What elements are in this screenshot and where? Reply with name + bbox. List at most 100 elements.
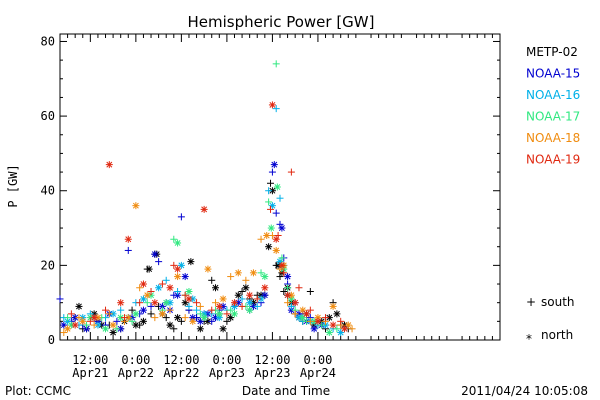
point-south-noaa-18	[291, 310, 299, 318]
point-north-noaa-19	[261, 284, 269, 292]
point-south-noaa-19	[158, 280, 166, 288]
point-south-noaa-18	[348, 325, 356, 333]
point-north-noaa-17	[162, 299, 170, 307]
point-north-noaa-16	[109, 310, 117, 318]
y-tick-label: 40	[41, 184, 55, 198]
point-north-noaa-19	[174, 265, 182, 273]
series-legend: METP-02 NOAA-15 NOAA-16 NOAA-17 NOAA-18 NOAA-…	[526, 45, 580, 167]
point-south-noaa-15	[56, 295, 64, 303]
point-north-noaa-18	[204, 265, 212, 273]
point-south-noaa-19	[337, 317, 345, 325]
point-south-noaa-17	[83, 321, 91, 329]
point-north-noaa-17	[185, 287, 193, 295]
point-north-noaa-18	[344, 321, 352, 329]
point-north-noaa-19	[124, 235, 132, 243]
point-north-noaa-19	[139, 280, 147, 288]
point-north-metp-02	[166, 321, 174, 329]
point-south-noaa-18	[196, 302, 204, 310]
point-south-noaa-16	[162, 276, 170, 284]
point-north-noaa-18	[189, 317, 197, 325]
point-north-noaa-19	[105, 161, 113, 169]
point-south-noaa-19	[102, 306, 110, 314]
point-south-noaa-15	[124, 246, 132, 254]
marker-legend: + south * north	[526, 295, 575, 346]
point-south-noaa-19	[280, 269, 288, 277]
chart-title: Hemispheric Power [GW]	[188, 13, 375, 31]
point-south-noaa-15	[113, 317, 121, 325]
point-south-noaa-18	[151, 314, 159, 322]
point-north-noaa-15	[278, 224, 286, 232]
legend-entry-noaa-18: NOAA-18	[526, 131, 580, 145]
point-north-metp-02	[145, 265, 153, 273]
point-north-noaa-15	[151, 250, 159, 258]
point-north-noaa-19	[215, 302, 223, 310]
point-north-noaa-18	[132, 202, 140, 210]
point-south-noaa-16	[287, 302, 295, 310]
point-south-noaa-17	[170, 235, 178, 243]
point-south-noaa-18	[105, 310, 113, 318]
point-south-noaa-18	[90, 321, 98, 329]
point-south-noaa-16	[117, 306, 125, 314]
point-south-noaa-15	[155, 258, 163, 266]
point-north-noaa-19	[278, 261, 286, 269]
point-north-noaa-19	[117, 299, 125, 307]
y-tick-label: 20	[41, 258, 55, 272]
point-north-noaa-18	[272, 246, 280, 254]
point-north-metp-02	[212, 284, 220, 292]
point-north-metp-02	[109, 329, 117, 337]
legend-entry-noaa-17: NOAA-17	[526, 110, 580, 124]
point-north-noaa-17	[230, 310, 238, 318]
point-north-metp-02	[234, 291, 242, 299]
point-south-noaa-17	[143, 299, 151, 307]
point-north-noaa-17	[273, 183, 281, 191]
point-north-noaa-19	[90, 314, 98, 322]
point-south-noaa-18	[227, 273, 235, 281]
x-tick-label-date: Apr23	[254, 366, 290, 380]
point-north-noaa-19	[291, 299, 299, 307]
point-south-noaa-15	[177, 213, 185, 221]
point-south-noaa-19	[322, 314, 330, 322]
point-north-noaa-16	[155, 284, 163, 292]
point-north-noaa-19	[314, 317, 322, 325]
point-south-noaa-18	[75, 314, 83, 322]
point-north-metp-02	[174, 314, 182, 322]
point-north-noaa-19	[71, 321, 79, 329]
point-north-noaa-17	[215, 310, 223, 318]
point-south-noaa-18	[166, 306, 174, 314]
x-tick-label-time: 12:00	[163, 353, 199, 367]
point-north-noaa-18	[64, 325, 72, 333]
point-north-noaa-16	[337, 329, 345, 337]
point-south-noaa-17	[278, 254, 286, 262]
point-north-metp-02	[196, 325, 204, 333]
x-tick-label-date: Apr22	[118, 366, 154, 380]
y-axis-label: P [GW]	[6, 164, 20, 207]
point-south-noaa-18	[212, 299, 220, 307]
point-north-noaa-18	[158, 310, 166, 318]
point-south-noaa-19	[136, 299, 144, 307]
point-north-noaa-19	[230, 299, 238, 307]
point-north-noaa-19	[268, 101, 276, 109]
point-south-noaa-19	[223, 310, 231, 318]
point-north-noaa-17	[261, 273, 269, 281]
point-north-noaa-17	[132, 310, 140, 318]
point-south-noaa-17	[284, 284, 292, 292]
x-tick-label-time: 0:00	[121, 353, 150, 367]
point-south-noaa-16	[265, 187, 273, 195]
marker-legend-label-north: north	[541, 328, 573, 342]
point-south-metp-02	[128, 306, 136, 314]
legend-entry-noaa-15: NOAA-15	[526, 67, 580, 81]
y-tick-label: 60	[41, 109, 55, 123]
plot-timestamp: 2011/04/24 10:05:08	[461, 384, 588, 398]
point-north-noaa-18	[329, 302, 337, 310]
point-north-noaa-15	[174, 291, 182, 299]
point-south-noaa-19	[253, 295, 261, 303]
point-south-metp-02	[177, 317, 185, 325]
point-north-noaa-18	[109, 321, 117, 329]
x-tick-label-date: Apr21	[72, 366, 108, 380]
legend-entry-noaa-16: NOAA-16	[526, 88, 580, 102]
marker-legend-symbol-south: +	[526, 295, 536, 309]
point-south-noaa-17	[265, 198, 273, 206]
data-points	[56, 60, 356, 337]
point-south-noaa-18	[136, 284, 144, 292]
